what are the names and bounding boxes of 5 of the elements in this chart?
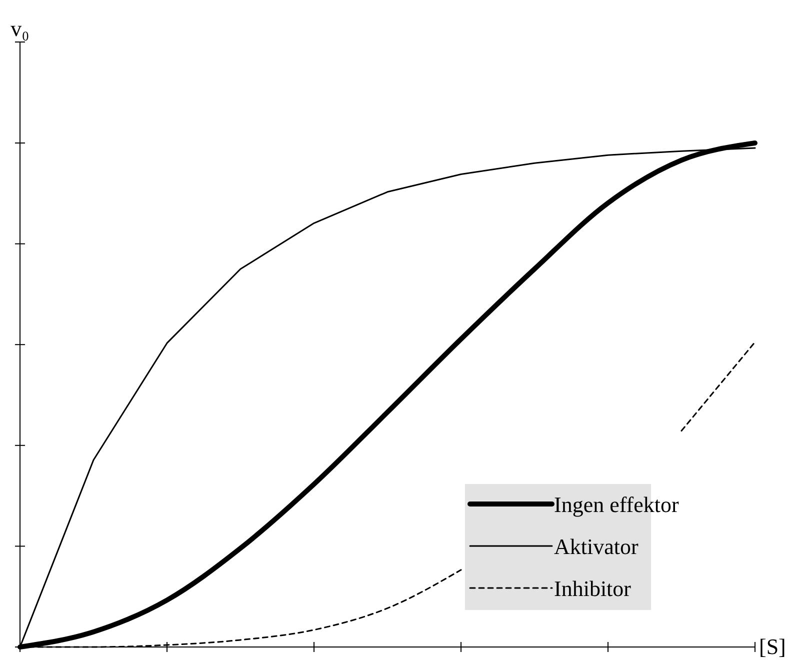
legend-label: Aktivator <box>554 534 639 559</box>
y-axis-title: v₀ <box>10 16 30 41</box>
legend-label: Ingen effektor <box>554 492 680 517</box>
x-axis-title: [S] <box>759 634 786 659</box>
legend-label: Inhibitor <box>554 576 632 601</box>
